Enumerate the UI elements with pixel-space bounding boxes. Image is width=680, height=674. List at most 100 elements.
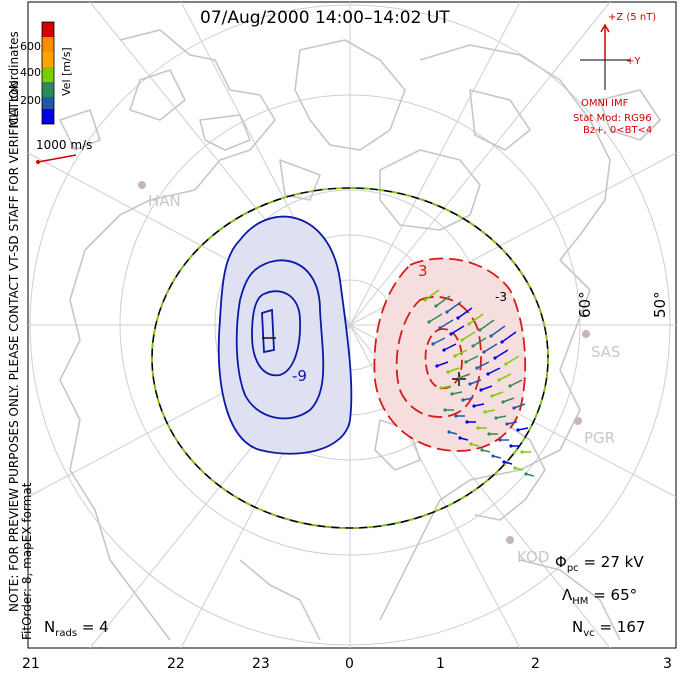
velocity-vector [509, 379, 523, 387]
velocity-vector [469, 379, 482, 385]
coastlines [59, 29, 661, 641]
velocity-vector [473, 403, 485, 407]
vector-origin [476, 426, 480, 430]
vector-origin [508, 384, 512, 388]
stat-nrads: Nrads = 4 [44, 618, 109, 639]
vector-origin [434, 304, 438, 308]
contour-label-positive: 3 [418, 262, 428, 280]
vector-origin [490, 394, 494, 398]
vector-origin [467, 322, 471, 326]
velocity-vector [506, 421, 518, 425]
site-pgr: PGR [584, 429, 616, 447]
fit-order-label: FitOrder: 8, mapEX format [20, 482, 34, 640]
vector-origin [491, 454, 495, 458]
velocity-vector [428, 313, 443, 323]
vector-origin [509, 444, 513, 448]
velocity-vector [454, 349, 468, 357]
stat-nvc: Nvc = 167 [572, 618, 646, 639]
map-title: 07/Aug/2000 14:00–14:02 UT [200, 8, 450, 28]
imf-y-label: +Y [626, 56, 641, 67]
velocity-vectors [423, 289, 535, 477]
vector-origin [435, 364, 439, 368]
stat-mod-label: Stat Mod: RG96 [573, 113, 652, 124]
vector-origin [442, 348, 446, 352]
velocity-vector [443, 343, 457, 351]
vector-origin [439, 386, 443, 390]
velocity-vector [440, 385, 452, 389]
vector-origin [450, 392, 454, 396]
scale-tick-600: 600 [20, 40, 41, 53]
vector-origin [431, 342, 435, 346]
mlt-hour-23: 23 [252, 656, 270, 672]
stat-phi-pc: Φpc = 27 kV [555, 553, 644, 574]
imf-condition-label: Bz+, 0<BT<4 [583, 125, 653, 136]
vector-origin [456, 316, 460, 320]
velocity-vector [462, 397, 474, 401]
velocity-vector [468, 313, 484, 325]
velocity-vector [494, 349, 509, 359]
velocity-vector [517, 427, 529, 431]
vector-origin [461, 398, 465, 402]
vector-origin [454, 414, 458, 418]
vector-origin [469, 442, 473, 446]
velocity-vector [457, 307, 473, 319]
velocity-vector [501, 331, 517, 343]
velocity-vector [447, 367, 460, 373]
reference-vector [36, 154, 77, 164]
vector-origin [478, 328, 482, 332]
velocity-vector [502, 397, 515, 403]
vector-origin [487, 432, 491, 436]
velocity-vector [435, 295, 451, 307]
vector-origin [475, 366, 479, 370]
vector-origin [524, 472, 528, 476]
vector-origin [505, 422, 509, 426]
velocity-vector [495, 415, 507, 419]
velocity-vector [513, 403, 526, 409]
vector-origin [483, 410, 487, 414]
vector-origin [479, 388, 483, 392]
velocity-color-scale [41, 21, 55, 125]
vector-origin [449, 332, 453, 336]
vector-origin [480, 448, 484, 452]
mlt-hour-22: 22 [167, 656, 185, 672]
mlt-hour-1: 1 [436, 656, 445, 672]
imf-z-label: +Z (5 nT) [608, 12, 657, 23]
velocity-vector [490, 325, 506, 337]
latitude-label-50: 50° [651, 291, 669, 318]
vector-origin [457, 376, 461, 380]
velocity-vector [439, 319, 454, 329]
vector-origin [427, 320, 431, 324]
vector-origin [494, 416, 498, 420]
vector-origin [501, 400, 505, 404]
vector-origin [458, 436, 462, 440]
scale-tick-400: 400 [20, 66, 41, 79]
vector-origin [446, 370, 450, 374]
velocity-vector [458, 373, 471, 379]
preview-note: NOTE: FOR PREVIEW PURPOSES ONLY. PLEASE … [7, 76, 21, 612]
scale-tick-200: 200 [20, 94, 41, 107]
velocity-vector [483, 343, 498, 353]
vector-origin [464, 360, 468, 364]
velocity-vector [424, 289, 440, 301]
negative-cell [217, 215, 353, 455]
velocity-vector [480, 385, 493, 391]
contour-label-negative: -9 [292, 367, 307, 385]
vector-origin [512, 406, 516, 410]
vector-origin [516, 428, 520, 432]
vector-origin [447, 430, 451, 434]
vector-origin [513, 466, 517, 470]
velocity-vector [472, 337, 487, 347]
contour-label-small: -3 [495, 290, 507, 304]
velocity-vector [484, 409, 496, 413]
vector-origin [500, 340, 504, 344]
vector-origin [489, 334, 493, 338]
velocity-vector [432, 337, 446, 345]
velocity-vector [450, 325, 465, 335]
vector-origin [472, 404, 476, 408]
vector-origin [468, 382, 472, 386]
vector-origin [493, 356, 497, 360]
latitude-label-60: 60° [576, 291, 594, 318]
hm-boundary [151, 187, 549, 529]
vector-origin [453, 354, 457, 358]
